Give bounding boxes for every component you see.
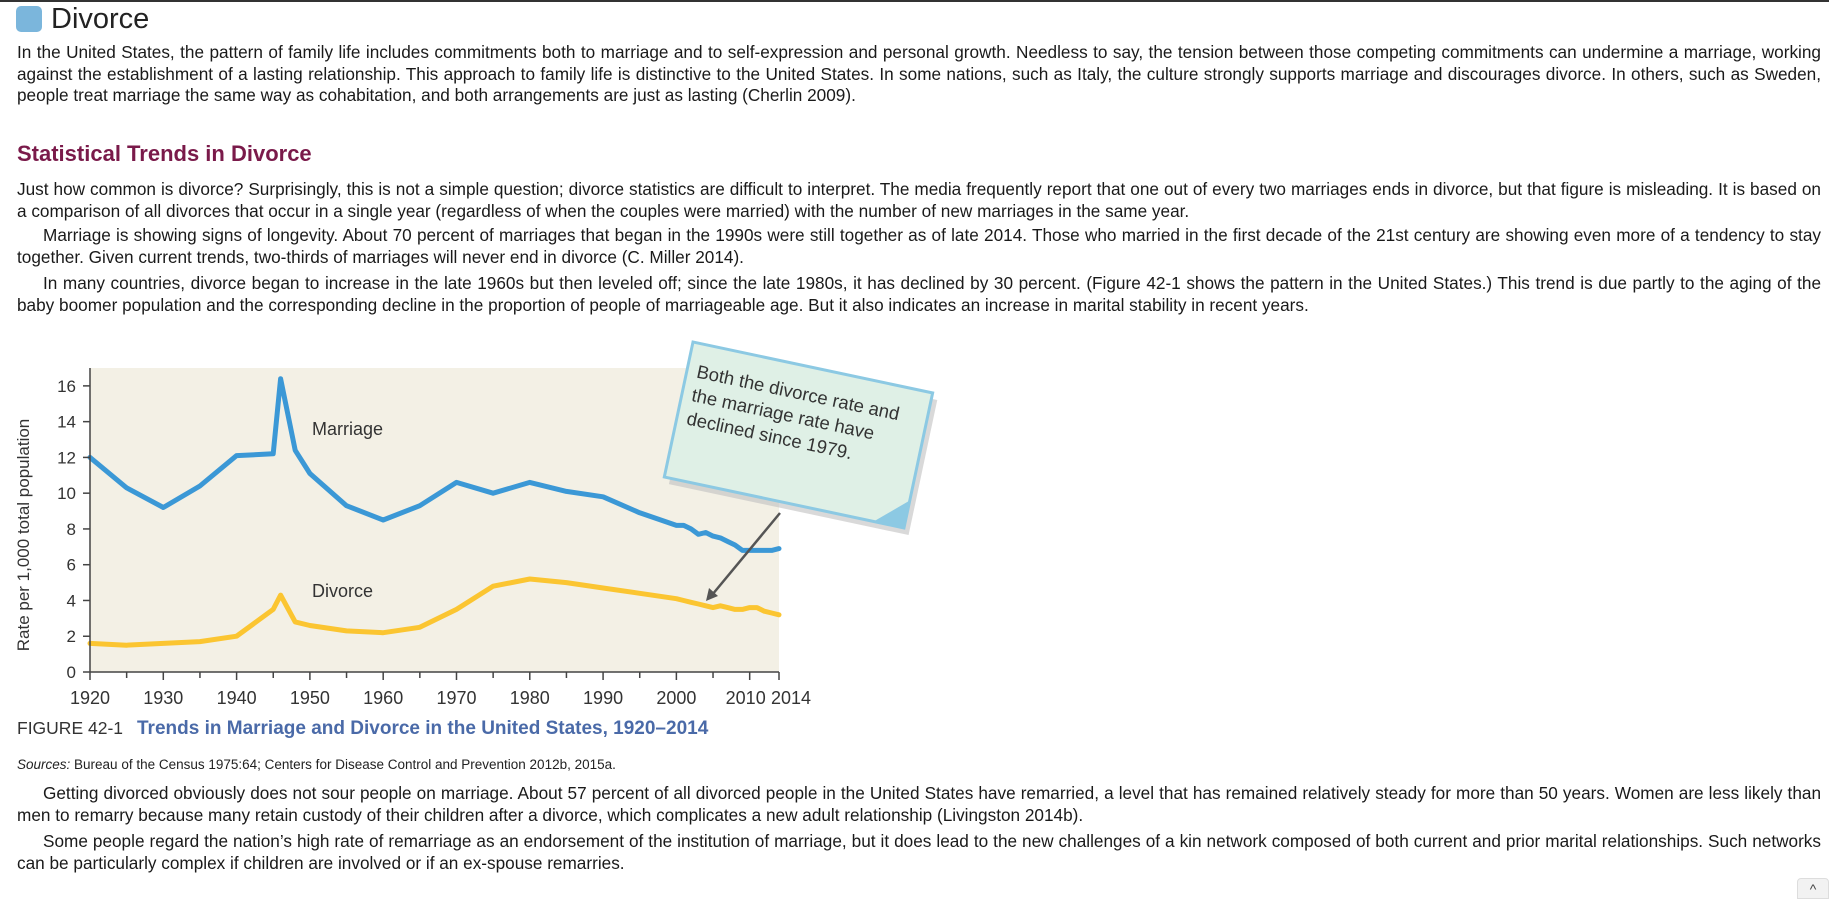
figure-sources: Sources: Bureau of the Census 1975:64; C… [17,757,616,772]
subsection-title: Statistical Trends in Divorce [17,141,312,166]
y-tick-label: 14 [57,413,76,432]
trends-paragraph-2: Marriage is showing signs of longevity. … [17,225,1821,267]
remarriage-paragraph-1: Getting divorced obviously does not sour… [17,783,1821,825]
x-tick-label: 2014 [771,688,811,708]
figure-caption: FIGURE 42-1 Trends in Marriage and Divorc… [17,718,708,740]
series-line-marriage [87,376,782,553]
x-tick-label: 1930 [143,688,183,708]
section-heading: Divorce [16,2,149,36]
x-tick-label: 1950 [290,688,330,708]
plot-background [90,368,779,672]
y-tick-label: 12 [57,448,76,467]
y-tick-label: 2 [67,627,76,646]
x-tick-label: 1940 [217,688,257,708]
figure-title: Trends in Marriage and Divorce in the Un… [137,718,709,739]
x-tick-label: 2010 [726,688,766,708]
series-line-divorce [87,576,782,648]
x-tick-label: 1920 [70,688,110,708]
figure-number: FIGURE 42-1 [17,718,123,738]
x-tick-label: 1980 [510,688,550,708]
sources-label: Sources: [17,757,71,772]
series-label-marriage: Marriage [312,419,383,439]
series-label-divorce: Divorce [312,581,373,601]
y-tick-label: 8 [67,520,76,539]
x-tick-label: 2000 [656,688,696,708]
trends-paragraph-3: In many countries, divorce began to incr… [17,273,1821,315]
section-title: Divorce [51,2,150,35]
annotation-arrow [706,512,781,601]
x-tick-label: 1990 [583,688,623,708]
y-tick-label: 16 [57,377,76,396]
marriage-divorce-chart: 0 2 4 6 8 10 12 14 16 1920 1930 1940 1950 1960 1970 198… [14,340,938,708]
x-tick-label: 1960 [363,688,403,708]
x-tick-label: 1970 [436,688,476,708]
heading-marker-icon [16,6,42,32]
intro-paragraph: In the United States, the pattern of fam… [17,42,1821,106]
sources-text: Bureau of the Census 1975:64; Centers fo… [70,757,616,772]
remarriage-paragraph-2: Some people regard the nation’s high rat… [17,831,1821,873]
y-tick-label: 4 [67,591,76,610]
trends-paragraph-1: Just how common is divorce? Surprisingly… [17,179,1821,221]
annotation-callout: Both the divorce rate and the marriage r… [662,340,938,536]
y-tick-label: 6 [67,556,76,575]
y-tick-label: 0 [67,663,76,682]
top-border [0,0,1829,2]
scroll-to-top-button[interactable]: ^ [1797,878,1829,899]
y-tick-label: 10 [57,484,76,503]
y-axis-label: Rate per 1,000 total population [14,419,33,652]
